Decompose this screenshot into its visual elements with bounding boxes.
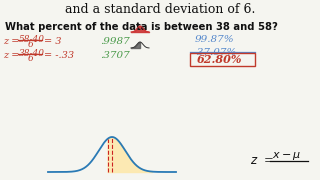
Text: 62.80%: 62.80%: [197, 54, 243, 65]
Text: 58-40: 58-40: [19, 35, 45, 44]
Text: $z$  =: $z$ =: [250, 154, 274, 166]
Text: $x - \mu$: $x - \mu$: [272, 150, 301, 162]
Text: z =: z =: [3, 51, 20, 60]
Text: = 3: = 3: [44, 37, 61, 46]
Text: .9987: .9987: [100, 37, 130, 46]
Text: 6: 6: [28, 54, 34, 63]
Text: 38-40: 38-40: [19, 49, 45, 58]
Text: z =: z =: [3, 37, 20, 46]
Text: 6: 6: [28, 40, 34, 49]
Text: - 37.07%: - 37.07%: [190, 48, 236, 57]
Text: 99.87%: 99.87%: [195, 35, 235, 44]
Text: and a standard deviation of 6.: and a standard deviation of 6.: [65, 3, 255, 16]
Text: = -.33: = -.33: [44, 51, 74, 60]
Text: What percent of the data is between 38 and 58?: What percent of the data is between 38 a…: [5, 22, 278, 32]
Text: .3707: .3707: [100, 51, 130, 60]
